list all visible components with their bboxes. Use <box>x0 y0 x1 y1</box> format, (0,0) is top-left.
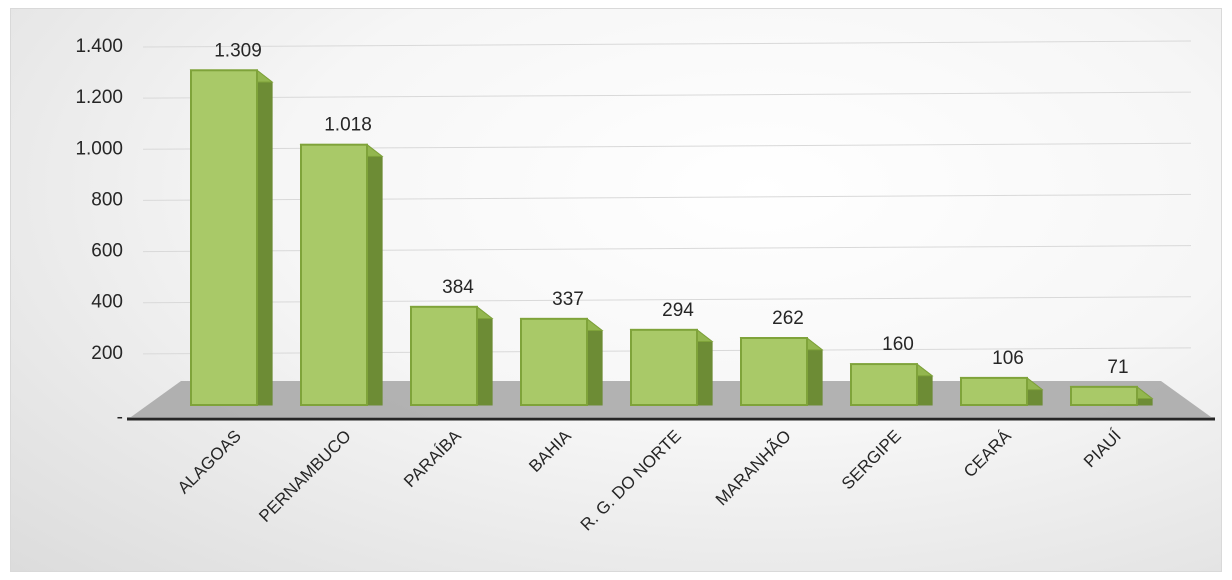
gridline <box>142 40 1192 48</box>
bar <box>410 305 478 407</box>
bar-chart: - 200 400 600 800 1.000 1.200 1.400 1.309 ALAGOAS… <box>75 36 1215 534</box>
data-label: 71 <box>1107 357 1128 378</box>
y-tick-label: 400 <box>91 292 123 313</box>
category-label: CEARÁ <box>960 426 1015 481</box>
data-label: 294 <box>662 300 694 321</box>
category-label: SERGIPE <box>838 426 905 493</box>
bar-side <box>256 69 273 406</box>
category-label: MARANHÃO <box>712 426 795 509</box>
category-label: ALAGOAS <box>174 426 245 497</box>
bar <box>630 328 698 407</box>
bar <box>190 69 258 407</box>
bar-side <box>586 317 603 406</box>
bar <box>960 376 1028 407</box>
bar-side <box>476 305 493 406</box>
bar <box>740 337 808 407</box>
bar <box>1070 385 1138 407</box>
data-label: 106 <box>992 348 1024 369</box>
bar <box>520 317 588 406</box>
category-label: R. G. DO NORTE <box>577 426 685 534</box>
bar <box>850 363 918 407</box>
y-tick-label: 600 <box>91 241 123 262</box>
data-label: 384 <box>442 277 474 298</box>
category-label: PARAÍBA <box>400 426 465 491</box>
y-tick-label: 1.400 <box>75 36 123 57</box>
category-label: PERNAMBUCO <box>255 426 355 526</box>
bar <box>300 143 368 406</box>
chart-area: - 200 400 600 800 1.000 1.200 1.400 1.309 ALAGOAS… <box>10 8 1222 572</box>
data-label: 160 <box>882 334 914 355</box>
y-tick-label: - <box>117 407 123 428</box>
y-tick-label: 800 <box>91 189 123 210</box>
data-label: 1.018 <box>324 115 372 136</box>
data-label: 337 <box>552 289 584 310</box>
y-tick-label: 200 <box>91 343 123 364</box>
gridline <box>142 91 1192 99</box>
data-label: 262 <box>772 308 804 329</box>
y-tick-label: 1.200 <box>75 87 123 108</box>
bar-side <box>366 143 383 406</box>
category-label: BAHIA <box>525 426 575 476</box>
category-label: PIAUÍ <box>1080 426 1125 471</box>
y-tick-label: 1.000 <box>75 138 123 159</box>
data-label: 1.309 <box>214 40 262 61</box>
